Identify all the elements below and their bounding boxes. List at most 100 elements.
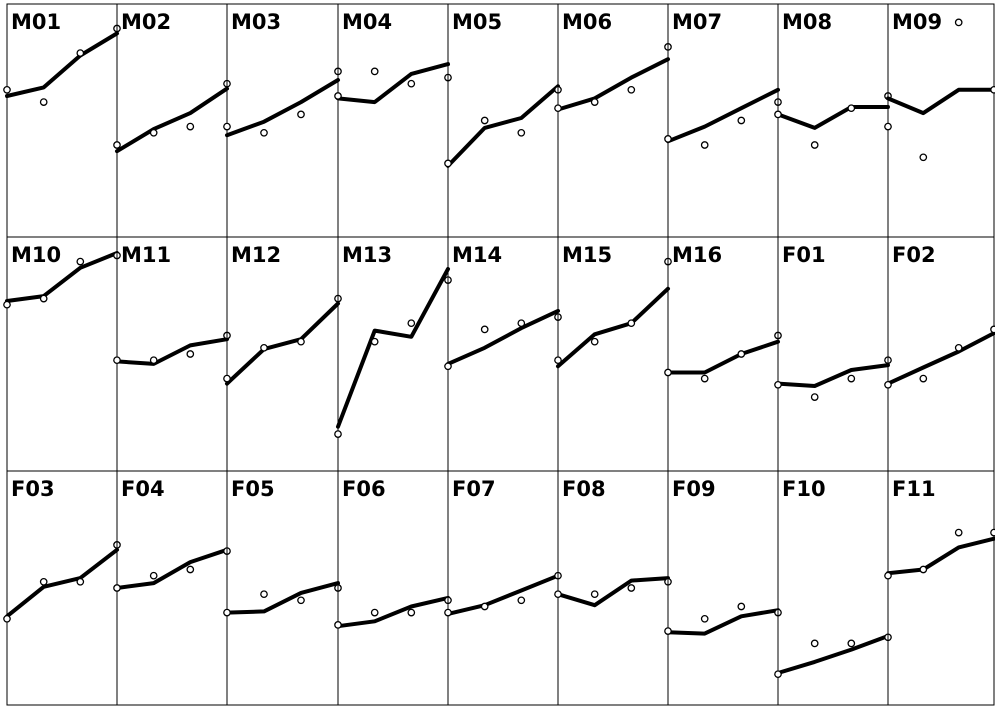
panel-frame: [447, 3, 559, 238]
observed-point-f03-2: [39, 577, 48, 586]
panel-frame: [447, 470, 559, 706]
panel-frame: [447, 236, 559, 472]
observed-point-m14-1: [444, 362, 452, 371]
panel-label-m07: M07: [672, 10, 722, 34]
observed-point-f06-2: [370, 608, 379, 617]
panel-label-m09: M09: [892, 10, 942, 34]
fitted-line-f06: [336, 595, 450, 629]
observed-point-m14-3: [517, 319, 526, 328]
observed-point-f07-3: [517, 596, 526, 605]
observed-point-m06-1: [554, 104, 562, 113]
panel-m16: M16: [664, 236, 782, 472]
fitted-line-m04: [336, 62, 450, 105]
observed-point-m11-1: [113, 356, 121, 365]
fitted-line-m11: [115, 337, 229, 366]
observed-point-m03-3: [297, 110, 305, 119]
panel-label-f05: F05: [231, 477, 275, 501]
panel-frame: [777, 236, 889, 472]
panel-label-m10: M10: [11, 243, 61, 267]
panel-f08: F08: [554, 470, 672, 706]
fitted-line-m02: [115, 86, 229, 154]
observed-point-m02-1: [113, 141, 121, 149]
fitted-line-m07: [666, 87, 780, 144]
panel-label-m16: M16: [672, 243, 722, 267]
panel-label-f10: F10: [782, 477, 826, 501]
panel-m01: M01: [3, 3, 121, 238]
observed-point-f10-3: [847, 639, 856, 648]
observed-point-f04-1: [113, 584, 121, 592]
observed-point-f08-3: [627, 584, 636, 592]
panel-label-m12: M12: [231, 243, 281, 267]
observed-point-m11-2: [149, 356, 158, 365]
panel-frame: [557, 3, 669, 238]
panel-frame: [226, 236, 339, 472]
panel-label-m02: M02: [121, 10, 171, 34]
observed-point-f10-2: [810, 639, 819, 648]
observed-point-m03-2: [260, 128, 268, 137]
panel-frame: [667, 3, 779, 238]
observed-point-m11-3: [186, 350, 195, 358]
panel-f03: F03: [3, 470, 121, 706]
fitted-line-m06: [556, 57, 670, 112]
observed-point-f05-2: [260, 590, 268, 599]
panel-m09: M09: [884, 3, 995, 238]
panel-frame: [337, 236, 449, 472]
fitted-line-f11: [886, 536, 995, 576]
observed-point-m10-3: [76, 257, 85, 266]
observed-point-m15-3: [627, 319, 636, 328]
fitted-line-m16: [666, 339, 780, 375]
observed-point-f01-1: [774, 380, 782, 389]
observed-point-m04-2: [370, 67, 379, 76]
panel-f06: F06: [334, 470, 452, 706]
observed-point-f02-2: [919, 374, 928, 383]
fitted-line-f02: [886, 331, 995, 386]
observed-point-f11-4: [990, 528, 995, 537]
panel-label-f08: F08: [562, 477, 606, 501]
panel-frame: [887, 470, 995, 706]
fitted-line-m05: [446, 84, 560, 168]
observed-point-m16-1: [664, 368, 672, 377]
observed-point-m02-3: [186, 122, 195, 131]
observed-point-m04-1: [334, 92, 342, 100]
panel-label-m04: M04: [342, 10, 392, 34]
observed-point-f02-4: [990, 325, 995, 334]
panel-label-f02: F02: [892, 243, 936, 267]
observed-point-m15-1: [554, 356, 562, 365]
panel-f07: F07: [444, 470, 562, 706]
fitted-line-f08: [556, 576, 670, 608]
panel-frame: [6, 3, 118, 238]
observed-point-f02-1: [884, 380, 892, 389]
panel-label-f06: F06: [342, 477, 386, 501]
panel-frame: [667, 236, 779, 472]
observed-point-m09-2: [919, 153, 928, 162]
panel-frame: [887, 3, 995, 238]
panel-m04: M04: [334, 3, 452, 238]
observed-point-f01-3: [847, 374, 856, 383]
panel-frame: [557, 470, 669, 706]
observed-point-f10-1: [774, 670, 782, 679]
panel-f10: F10: [774, 470, 892, 706]
observed-point-m12-2: [260, 343, 268, 352]
observed-point-m09-1: [884, 122, 892, 131]
panel-frame: [6, 236, 118, 472]
panel-label-f03: F03: [11, 477, 55, 501]
observed-point-f05-3: [297, 596, 305, 605]
panel-f02: F02: [884, 236, 995, 472]
panel-label-m05: M05: [452, 10, 502, 34]
fitted-line-m15: [556, 286, 670, 369]
fitted-line-m13: [336, 267, 450, 429]
panel-m10: M10: [3, 236, 121, 472]
panel-m15: M15: [554, 236, 672, 472]
fitted-line-m01: [5, 31, 119, 98]
observed-point-f06-3: [407, 608, 416, 617]
panel-label-f04: F04: [121, 477, 165, 501]
observed-point-f08-1: [554, 590, 562, 599]
fitted-line-m12: [225, 301, 340, 386]
observed-point-m16-3: [737, 350, 746, 358]
observed-point-f04-2: [149, 571, 158, 580]
observed-point-f01-2: [810, 393, 819, 401]
panel-m14: M14: [444, 236, 562, 472]
fitted-line-f05: [225, 581, 340, 615]
observed-point-m05-3: [517, 128, 526, 137]
